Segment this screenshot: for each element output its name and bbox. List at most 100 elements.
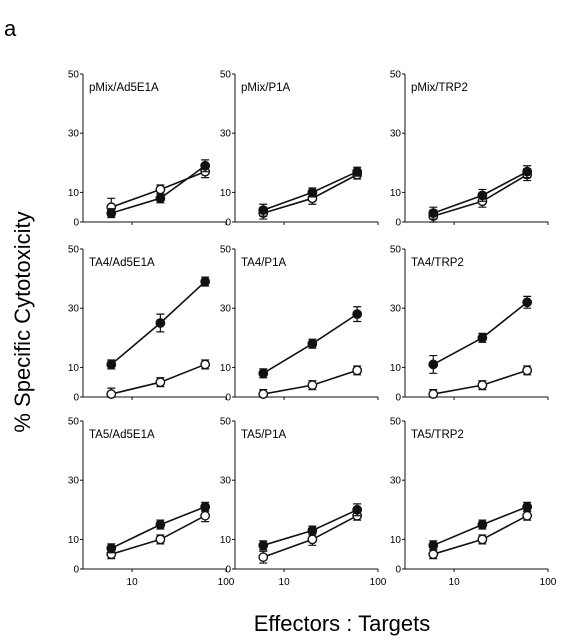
open-point <box>522 365 533 376</box>
x-tick-label: 10 <box>127 577 139 588</box>
y-tick-label: 50 <box>390 417 402 428</box>
filled-point <box>428 540 439 551</box>
y-tick-label: 30 <box>68 129 80 140</box>
panel-axes <box>234 421 378 570</box>
filled-point <box>352 166 363 177</box>
filled-point <box>258 205 269 216</box>
panel-title: pMix/TRP2 <box>411 82 468 94</box>
filled-point <box>428 359 439 370</box>
open-point <box>307 380 318 391</box>
filled-point <box>106 359 117 370</box>
y-tick-label: 50 <box>390 70 402 81</box>
open-point <box>258 389 269 399</box>
y-tick-label: 50 <box>390 245 402 256</box>
y-tick-label: 10 <box>220 363 232 374</box>
y-tick-label: 0 <box>73 218 79 229</box>
filled-point <box>155 519 166 530</box>
panel: 0 10 30 50 pMix/TRP2 <box>390 70 549 229</box>
open-point <box>477 534 488 545</box>
open-point <box>352 365 363 376</box>
filled-point <box>200 276 211 287</box>
panel: 0 10 30 50 pMix/P1A <box>220 70 379 229</box>
y-tick-label: 10 <box>68 535 80 546</box>
panel-title: TA4/TRP2 <box>411 257 464 269</box>
open-point <box>428 389 439 399</box>
y-tick-label: 0 <box>395 393 401 404</box>
open-point <box>522 510 533 521</box>
panel-grid: 0 10 30 50 pMix/Ad5E1A 0 10 30 50 pMix/P1A 0 10 30 50… <box>68 70 557 589</box>
panel-title: TA4/Ad5E1A <box>89 257 155 269</box>
open-point <box>258 552 269 563</box>
panel: 0 10 30 50 TA4/P1A <box>220 245 379 404</box>
filled-point <box>258 368 269 379</box>
y-tick-label: 50 <box>68 70 80 81</box>
filled-point <box>428 208 439 219</box>
filled-point <box>522 166 533 177</box>
filled-point <box>477 332 488 343</box>
y-tick-label: 30 <box>390 304 402 315</box>
open-point <box>428 549 439 560</box>
panel: 0 10 30 50 TA4/Ad5E1A <box>68 245 227 404</box>
filled-point <box>307 338 318 349</box>
filled-point <box>307 187 318 198</box>
y-tick-label: 10 <box>390 363 402 374</box>
y-tick-label: 0 <box>225 218 231 229</box>
y-tick-label: 0 <box>395 218 401 229</box>
panel-title: TA5/P1A <box>241 429 286 441</box>
open-point <box>155 534 166 545</box>
panel-axes <box>82 249 226 398</box>
filled-point <box>106 543 117 554</box>
y-tick-label: 30 <box>390 476 402 487</box>
x-tick-label: 100 <box>370 577 387 588</box>
panel: 0 10 30 50 TA4/TRP2 <box>390 245 549 404</box>
filled-point <box>477 519 488 530</box>
panel-axes <box>404 421 548 570</box>
y-tick-label: 10 <box>68 188 80 199</box>
panel-axes <box>82 421 226 570</box>
filled-point <box>155 318 166 328</box>
filled-point <box>477 190 488 201</box>
x-axis-label: Effectors : Targets <box>254 611 431 636</box>
y-tick-label: 10 <box>390 535 402 546</box>
y-tick-label: 0 <box>395 565 401 576</box>
y-tick-label: 50 <box>68 417 80 428</box>
y-tick-label: 10 <box>220 535 232 546</box>
y-tick-label: 0 <box>73 393 79 404</box>
panel-title: pMix/P1A <box>241 82 291 94</box>
open-point <box>200 510 211 521</box>
filled-point <box>522 501 533 512</box>
y-tick-label: 10 <box>390 188 402 199</box>
x-tick-label: 100 <box>540 577 557 588</box>
panel: 0 10 30 50 10 100 TA5/P1A <box>220 417 387 589</box>
y-tick-label: 50 <box>220 70 232 81</box>
open-point <box>200 359 211 370</box>
y-tick-label: 30 <box>390 129 402 140</box>
panel-title: TA5/TRP2 <box>411 429 464 441</box>
panel-axes <box>404 74 548 223</box>
filled-point <box>106 208 117 219</box>
y-tick-label: 30 <box>220 129 232 140</box>
y-tick-label: 50 <box>220 245 232 256</box>
panel-title: pMix/Ad5E1A <box>89 82 159 94</box>
open-point <box>155 184 166 195</box>
open-point <box>307 534 318 545</box>
x-tick-label: 10 <box>279 577 291 588</box>
y-tick-label: 30 <box>68 304 80 315</box>
panel-title: TA5/Ad5E1A <box>89 429 155 441</box>
filled-point <box>200 160 211 171</box>
open-point <box>477 380 488 391</box>
y-tick-label: 10 <box>68 363 80 374</box>
y-tick-label: 30 <box>68 476 80 487</box>
filled-point <box>307 525 318 536</box>
open-point <box>106 389 117 399</box>
y-tick-label: 50 <box>220 417 232 428</box>
filled-point <box>200 501 211 512</box>
panel: 0 10 30 50 pMix/Ad5E1A <box>68 70 227 229</box>
y-tick-label: 50 <box>68 245 80 256</box>
y-tick-label: 0 <box>225 393 231 404</box>
panel-title: TA4/P1A <box>241 257 286 269</box>
filled-point <box>258 540 269 551</box>
y-tick-label: 10 <box>220 188 232 199</box>
